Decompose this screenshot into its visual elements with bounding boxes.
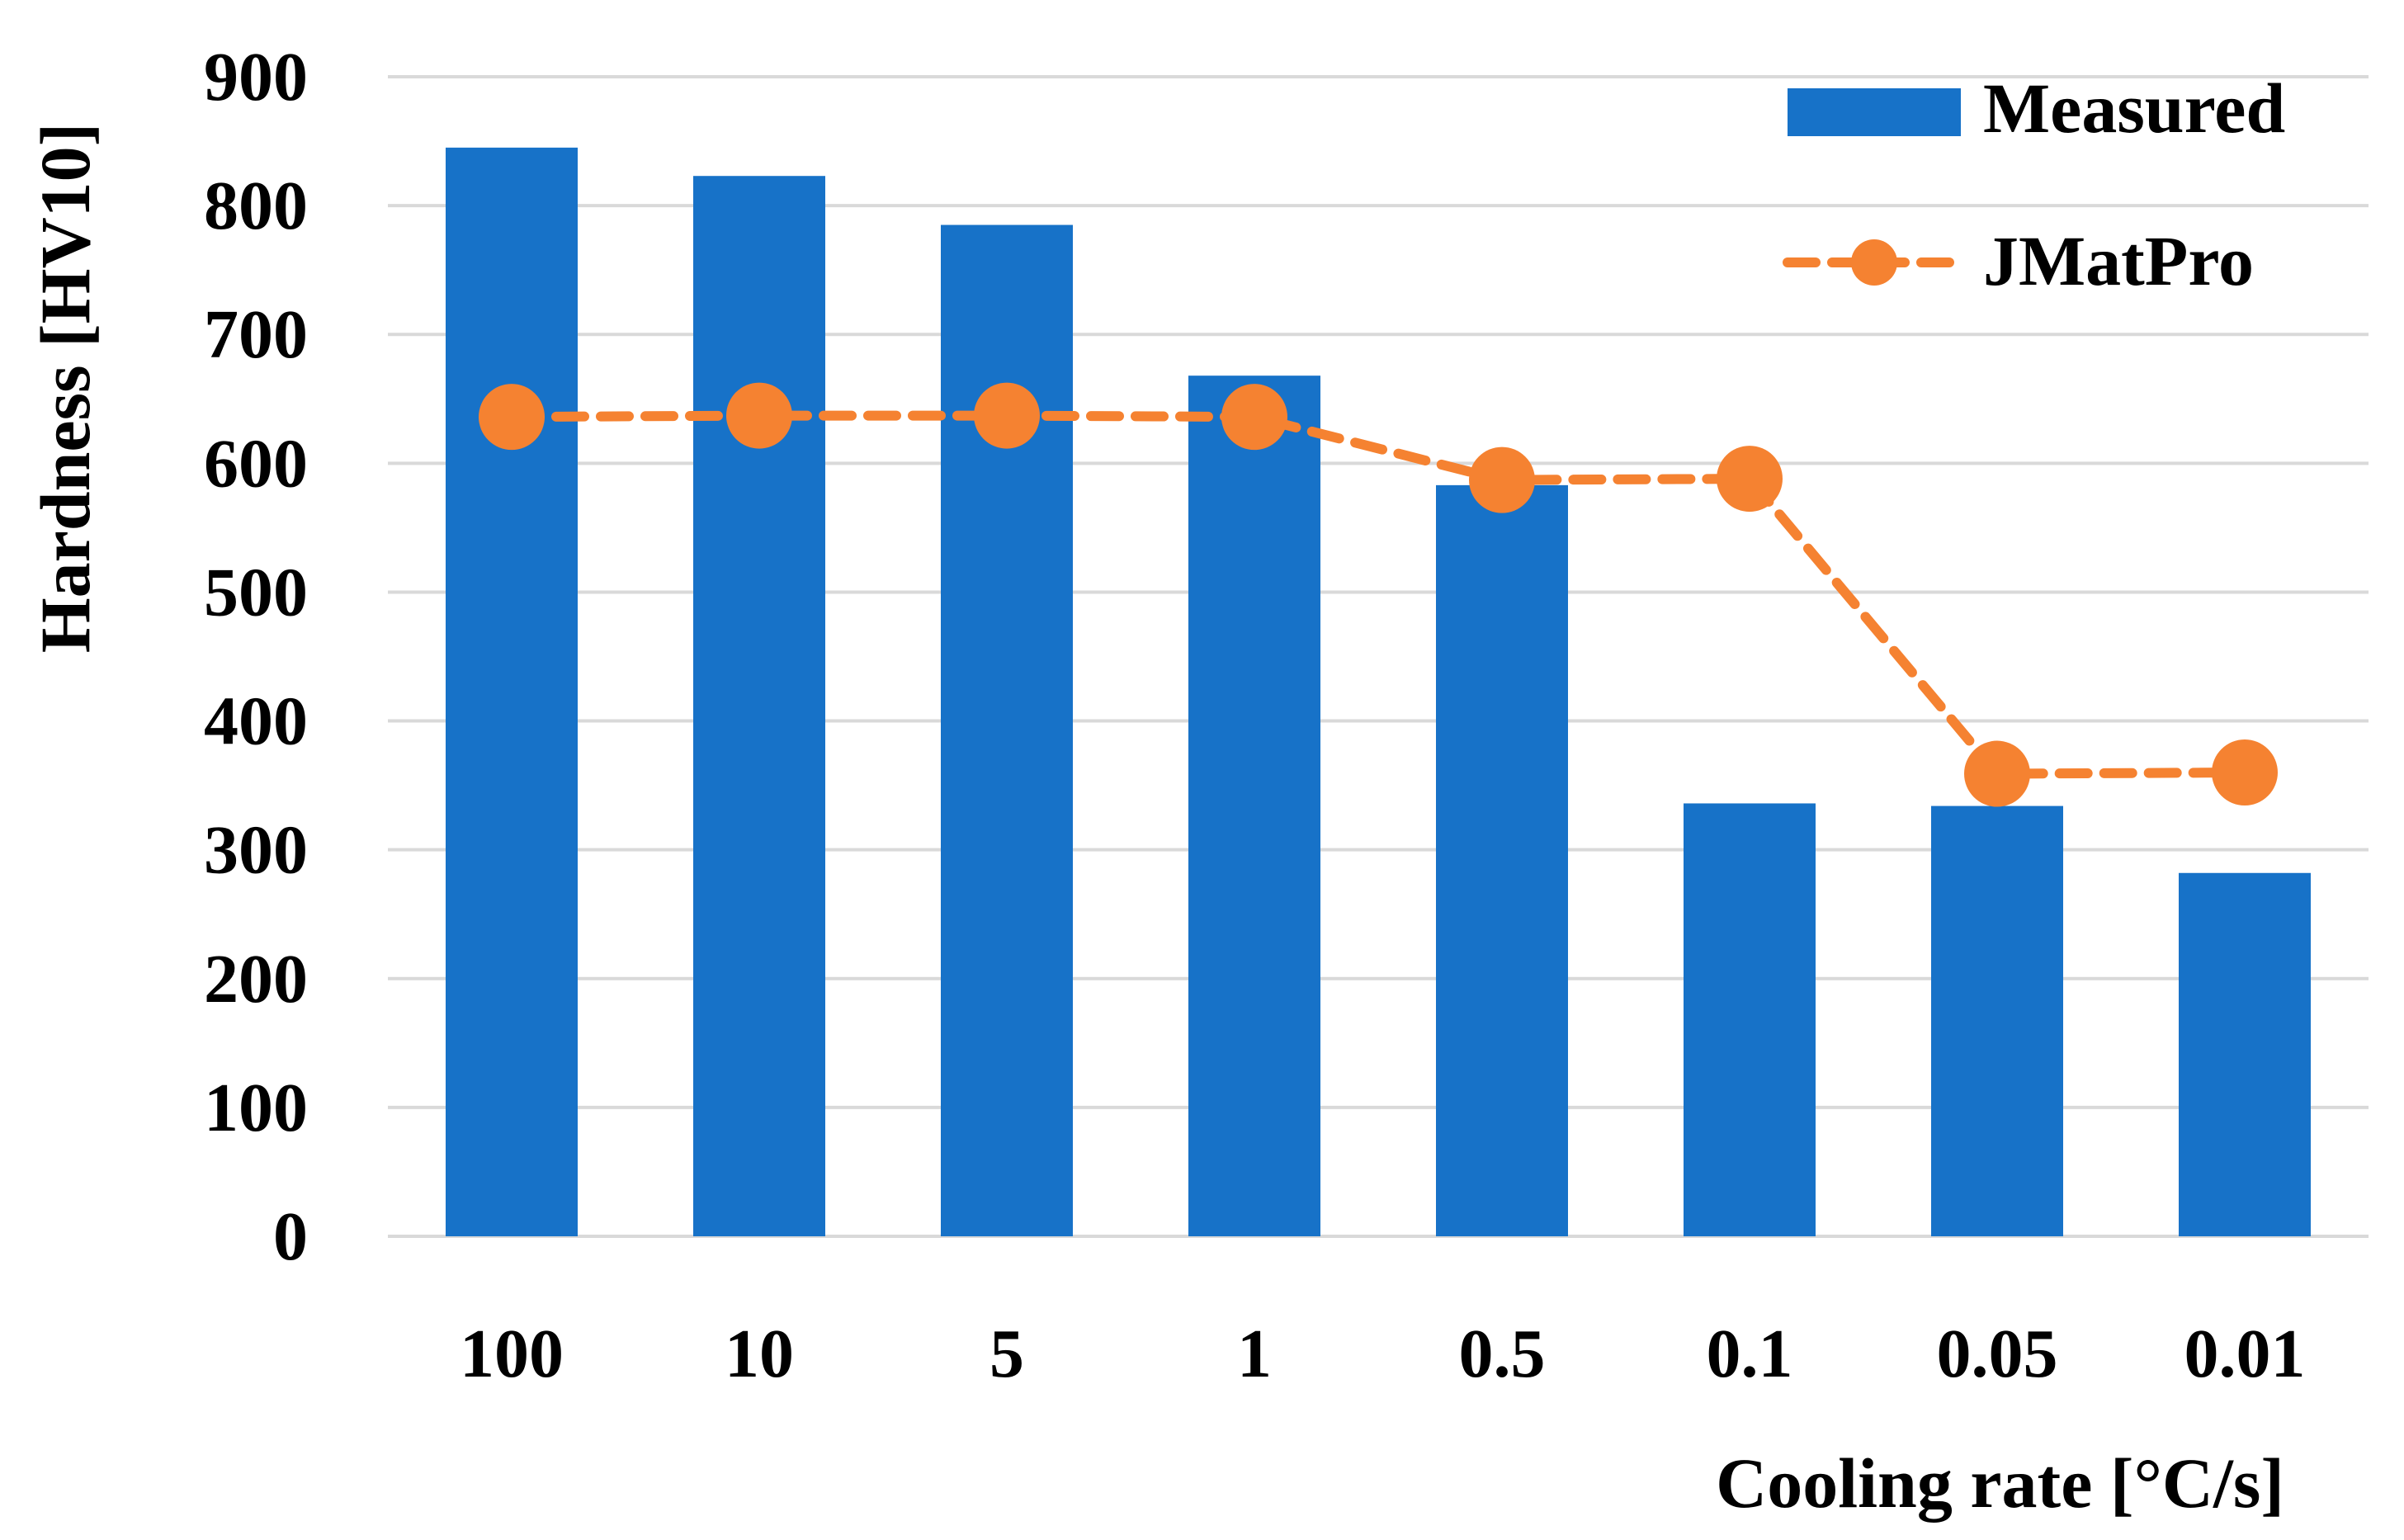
x-axis-title: Cooling rate [°C/s]: [1716, 1443, 2284, 1523]
line-jmatpro: [507, 410, 2250, 779]
marker-jmatpro-0.01: [2212, 739, 2278, 805]
marker-jmatpro-0.1: [1717, 446, 1783, 513]
y-axis-title: Hardness [HV10]: [26, 123, 105, 654]
bar-measured-0.05: [1931, 805, 2063, 1236]
legend-measured-swatch: [1788, 88, 1961, 136]
y-tick-label: 500: [204, 554, 308, 631]
jmatpro-series: [479, 382, 2278, 807]
x-tick-label: 0.1: [1707, 1316, 1793, 1392]
marker-jmatpro-1: [1221, 384, 1287, 451]
marker-jmatpro-0.5: [1469, 446, 1535, 513]
x-tick-label: 100: [460, 1316, 564, 1392]
y-tick-label: 100: [204, 1070, 308, 1146]
y-tick-label: 900: [204, 39, 308, 116]
bar-measured-0.5: [1436, 484, 1568, 1236]
marker-jmatpro-5: [974, 382, 1040, 449]
bar-measured-100: [446, 147, 578, 1237]
x-axis-ticks: 100 10 5 1 0.5 0.1 0.05 0.01: [460, 1316, 2306, 1392]
bar-measured-1: [1188, 376, 1320, 1237]
y-tick-label: 700: [204, 296, 308, 373]
y-tick-label: 600: [204, 425, 308, 502]
y-tick-label: 400: [204, 683, 308, 760]
x-tick-label: 1: [1237, 1316, 1272, 1392]
y-tick-label: 800: [204, 168, 308, 244]
y-tick-label: 200: [204, 941, 308, 1018]
marker-jmatpro-100: [479, 384, 545, 451]
measured-bars: [446, 147, 2311, 1237]
bar-measured-5: [941, 224, 1073, 1236]
legend-jmatpro-label: JMatPro: [1983, 221, 2254, 300]
legend-jmatpro-marker: [1851, 239, 1897, 286]
bar-measured-10: [693, 176, 825, 1236]
marker-jmatpro-0.05: [1964, 740, 2030, 807]
x-tick-label: 5: [989, 1316, 1024, 1392]
bar-measured-0.1: [1684, 803, 1816, 1236]
y-tick-label: 300: [204, 812, 308, 889]
x-tick-label: 0.5: [1459, 1316, 1546, 1392]
marker-jmatpro-10: [726, 382, 792, 449]
x-tick-label: 0.01: [2184, 1316, 2306, 1392]
legend-measured-label: Measured: [1983, 68, 2285, 148]
y-axis-ticks: 0 100 200 300 400 500 600 700 800 900: [204, 39, 308, 1275]
x-tick-label: 10: [725, 1316, 794, 1392]
legend: Measured JMatPro: [1783, 68, 2285, 300]
y-tick-label: 0: [273, 1198, 308, 1275]
x-tick-label: 0.05: [1937, 1316, 2058, 1392]
bar-measured-0.01: [2179, 872, 2311, 1236]
